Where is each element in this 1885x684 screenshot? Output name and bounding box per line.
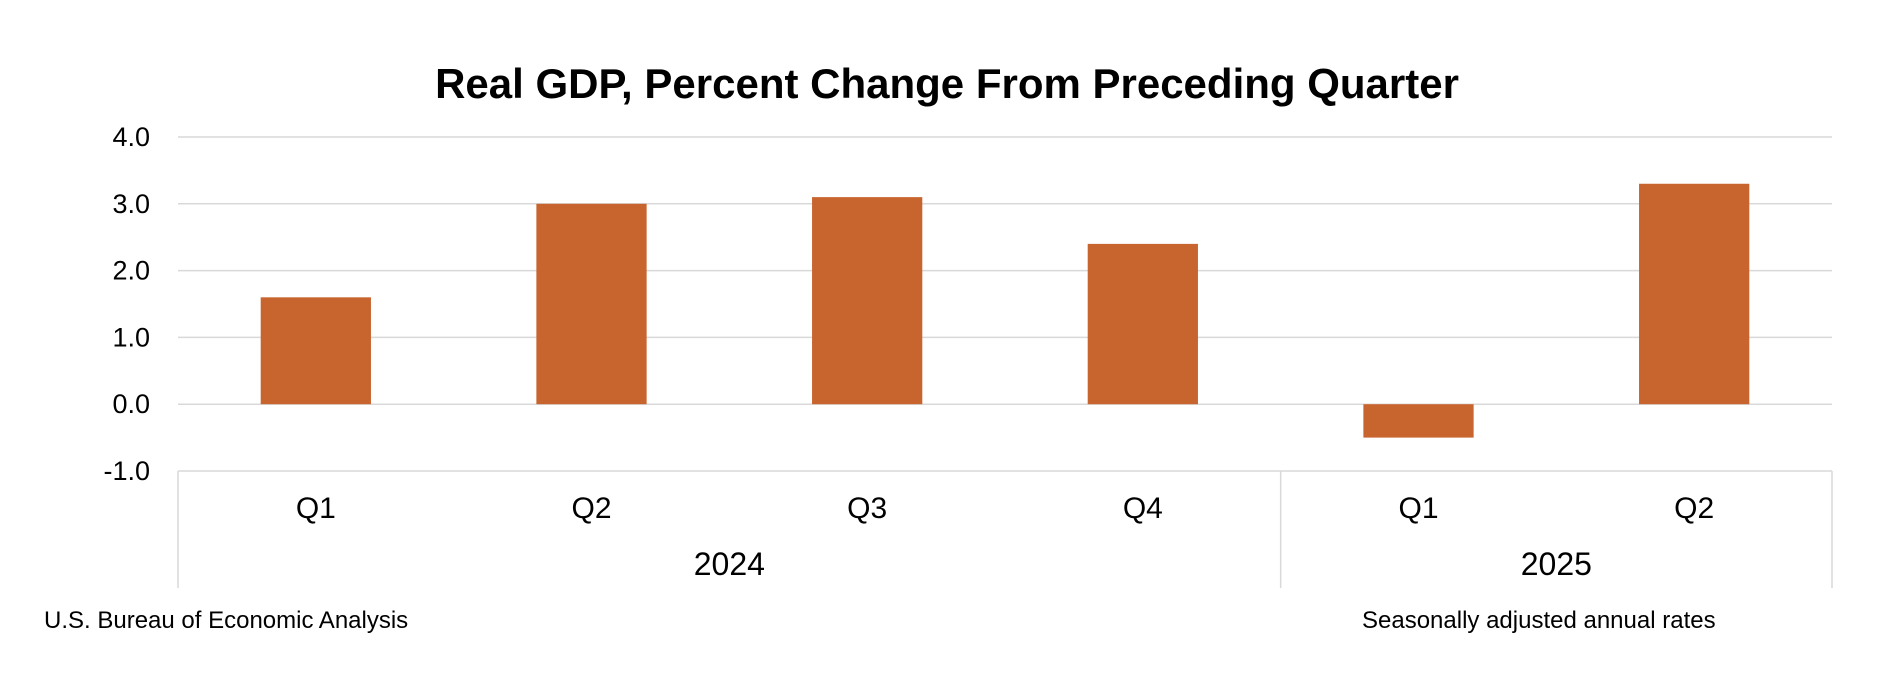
x-tick-label: Q3 [847,492,887,525]
x-tick-label: Q1 [296,492,336,525]
source-note: U.S. Bureau of Economic Analysis [44,607,408,634]
bar [536,203,647,405]
bars [260,183,1750,438]
x-tick-label: Q1 [1398,492,1438,525]
chart-title: Real GDP, Percent Change From Preceding … [435,60,1459,107]
category-axis: Q1 Q2 Q3 Q4 Q1 Q2 2024 2025 [177,471,1833,588]
bar [260,297,371,405]
y-tick-label: 0.0 [112,389,150,419]
seasonal-adjustment-note: Seasonally adjusted annual rates [1362,607,1716,634]
gridlines [178,136,1832,472]
x-tick-label: Q2 [1674,492,1714,525]
y-tick-label: 3.0 [112,189,150,219]
bar [1087,243,1198,405]
bar [1639,183,1750,405]
y-axis-tick-labels: 4.0 3.0 2.0 1.0 0.0 -1.0 [103,122,150,486]
x-tick-label: Q4 [1123,492,1163,525]
year-group-label: 2024 [694,546,765,582]
y-tick-label: 1.0 [112,322,150,352]
y-tick-label: 2.0 [112,256,150,286]
y-tick-label: 4.0 [112,122,150,152]
year-group-label: 2025 [1521,546,1592,582]
bar [1363,404,1474,438]
y-tick-label: -1.0 [103,456,150,486]
x-tick-label: Q2 [571,492,611,525]
bar [812,197,923,405]
